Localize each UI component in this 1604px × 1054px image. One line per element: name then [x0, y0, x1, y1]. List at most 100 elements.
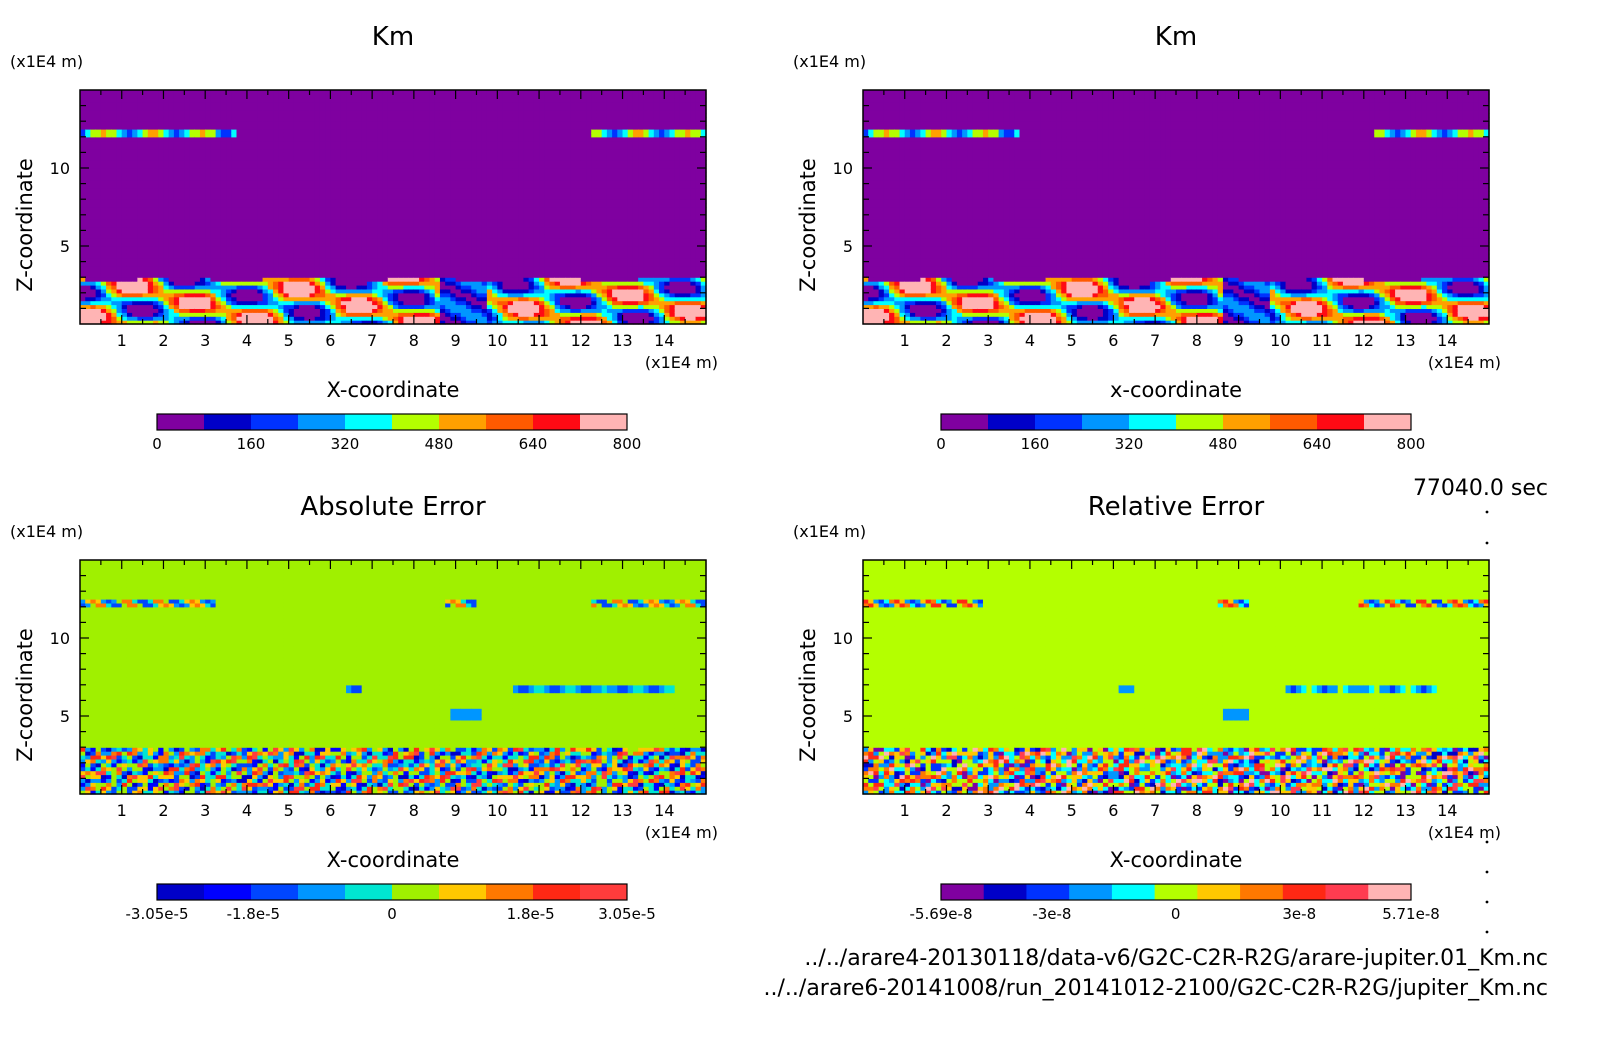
heatmap-cell — [278, 305, 284, 310]
heatmap-cell — [466, 191, 472, 196]
heatmap-cell — [492, 246, 498, 251]
heatmap-cell — [289, 176, 295, 181]
heatmap-cell — [351, 305, 357, 310]
heatmap-cell — [179, 180, 185, 185]
heatmap-cell — [367, 180, 373, 185]
heatmap-cell — [325, 238, 331, 243]
heatmap-cell — [278, 110, 284, 115]
heatmap-cell — [403, 215, 409, 220]
heatmap-cell — [216, 94, 222, 99]
heatmap-cell — [268, 184, 274, 189]
heatmap-cell — [257, 266, 263, 271]
heatmap-cell — [356, 176, 362, 181]
heatmap-cell — [158, 293, 164, 298]
heatmap-cell — [210, 94, 216, 99]
heatmap-cell — [351, 137, 357, 142]
heatmap-cell — [383, 246, 389, 251]
heatmap-cell — [466, 207, 472, 212]
heatmap-cell — [456, 219, 462, 224]
heatmap-cell — [169, 305, 175, 310]
heatmap-cell — [508, 238, 514, 243]
heatmap-cell — [195, 258, 201, 263]
heatmap-cell — [294, 258, 300, 263]
heatmap-cell — [205, 156, 211, 161]
heatmap-cell — [482, 254, 488, 258]
heatmap-cell — [163, 289, 169, 294]
heatmap-cell — [252, 215, 258, 220]
heatmap-cell — [304, 273, 310, 278]
heatmap-cell — [111, 316, 117, 321]
heatmap-cell — [299, 250, 305, 255]
heatmap-cell — [101, 113, 107, 118]
heatmap-cell — [325, 149, 331, 154]
heatmap-cell — [231, 308, 237, 313]
heatmap-cell — [315, 117, 321, 122]
heatmap-cell — [221, 207, 227, 212]
heatmap-cell — [96, 262, 102, 267]
heatmap-cell — [174, 254, 180, 258]
heatmap-cell — [96, 164, 102, 169]
heatmap-cell — [466, 184, 472, 189]
heatmap-cell — [127, 281, 133, 286]
heatmap-cell — [257, 301, 263, 306]
heatmap-cell — [294, 176, 300, 181]
heatmap-cell — [482, 289, 488, 294]
heatmap-cell — [174, 145, 180, 150]
heatmap-cell — [341, 269, 347, 274]
heatmap-cell — [278, 149, 284, 154]
heatmap-cell — [414, 258, 420, 263]
heatmap-cell — [299, 215, 305, 220]
heatmap-cell — [85, 184, 91, 189]
heatmap-cell — [169, 281, 175, 286]
heatmap-cell — [367, 305, 373, 310]
heatmap-cell — [383, 227, 389, 232]
heatmap-cell — [226, 223, 232, 228]
heatmap-cell — [503, 133, 509, 138]
heatmap-cell — [299, 172, 305, 177]
heatmap-cell — [430, 195, 436, 200]
heatmap-cell — [117, 180, 123, 185]
heatmap-cell — [435, 242, 441, 247]
heatmap-cell — [242, 301, 248, 306]
heatmap-cell — [461, 254, 467, 258]
heatmap-cell — [122, 254, 128, 258]
heatmap-cell — [320, 98, 326, 103]
heatmap-cell — [482, 133, 488, 138]
heatmap-cell — [283, 269, 289, 274]
heatmap-cell — [497, 289, 503, 294]
heatmap-cell — [195, 129, 201, 134]
heatmap-cell — [210, 176, 216, 181]
heatmap-cell — [356, 195, 362, 200]
heatmap-cell — [221, 113, 227, 118]
heatmap-cell — [289, 234, 295, 239]
heatmap-cell — [195, 285, 201, 290]
heatmap-cell — [195, 141, 201, 146]
heatmap-cell — [237, 289, 243, 294]
heatmap-cell — [341, 172, 347, 177]
heatmap-cell — [294, 227, 300, 232]
heatmap-cell — [205, 168, 211, 173]
heatmap-cell — [106, 156, 112, 161]
heatmap-cell — [356, 110, 362, 115]
heatmap-cell — [111, 129, 117, 134]
heatmap-cell — [143, 176, 149, 181]
heatmap-cell — [435, 110, 441, 115]
heatmap-cell — [143, 125, 149, 130]
heatmap-cell — [273, 301, 279, 306]
heatmap-cell — [205, 102, 211, 107]
heatmap-cell — [117, 176, 123, 181]
heatmap-cell — [190, 234, 196, 239]
heatmap-cell — [450, 308, 456, 313]
heatmap-cell — [143, 227, 149, 232]
heatmap-cell — [169, 207, 175, 212]
heatmap-cell — [247, 188, 253, 193]
heatmap-cell — [143, 117, 149, 122]
heatmap-cell — [476, 285, 482, 290]
heatmap-cell — [111, 312, 117, 317]
heatmap-cell — [424, 293, 430, 298]
heatmap-cell — [398, 137, 404, 142]
heatmap-cell — [137, 149, 143, 154]
heatmap-cell — [299, 246, 305, 251]
heatmap-cell — [216, 164, 222, 169]
heatmap-cell — [435, 133, 441, 138]
